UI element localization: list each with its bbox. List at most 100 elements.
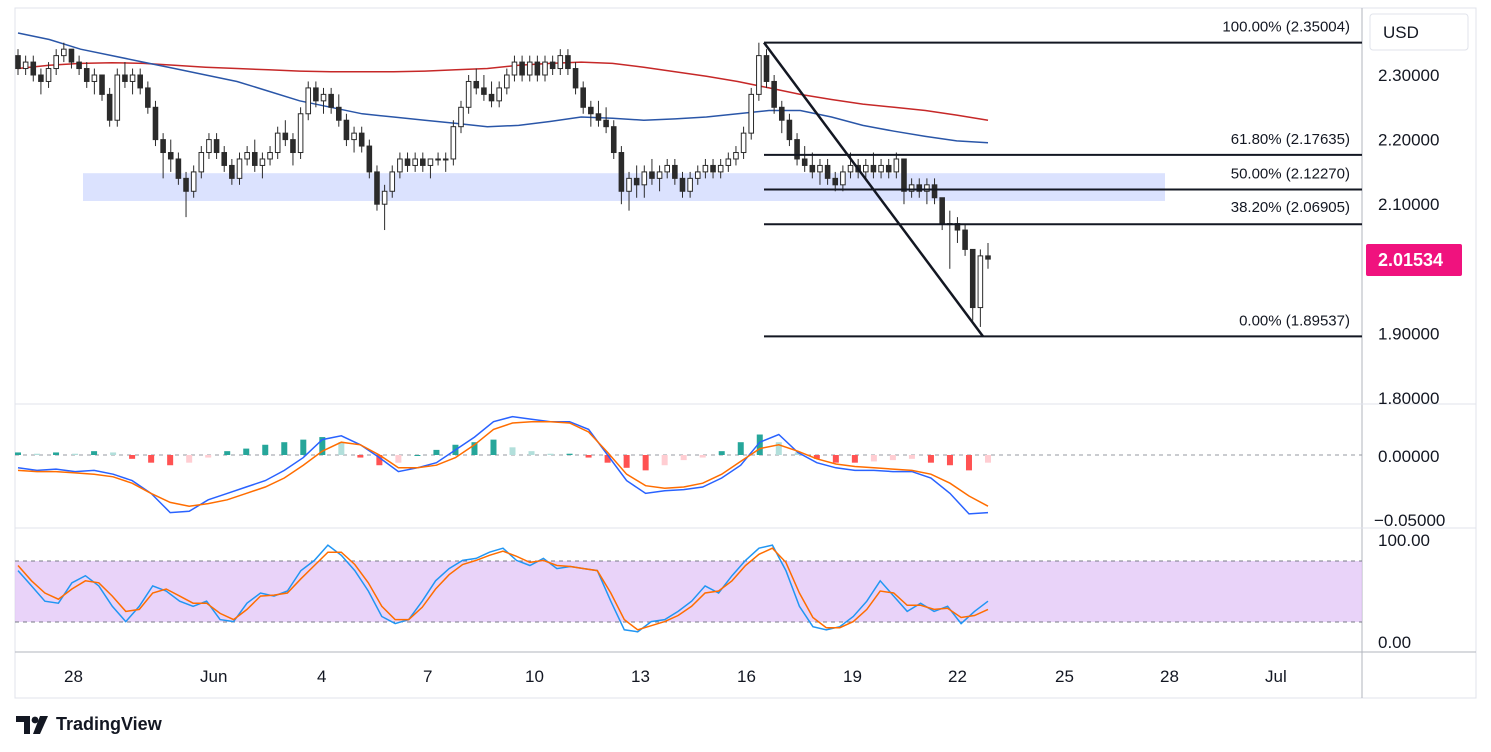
macd-histogram-bar	[813, 455, 820, 459]
candle-bear	[481, 87, 487, 95]
macd-histogram-bar	[927, 455, 934, 463]
candle-bear	[649, 171, 655, 179]
candle-bull	[740, 132, 747, 154]
candle-bear	[99, 74, 105, 95]
candle-bear	[916, 184, 923, 192]
candle-bear	[710, 164, 716, 173]
macd-line	[17, 415, 989, 515]
macd-tick: 0.00000	[1378, 447, 1439, 466]
macd-histogram-bar	[148, 455, 155, 463]
macd-histogram-bar	[908, 455, 915, 459]
fib-level-label: 50.00% (2.12270)	[1231, 166, 1350, 183]
candle-bull	[435, 158, 441, 161]
candle-bear	[549, 61, 556, 70]
candle-bull	[924, 184, 930, 192]
candle-bear	[106, 93, 113, 121]
candle-bull	[61, 48, 67, 57]
macd-tick: −0.05000	[1374, 511, 1445, 530]
macd-histogram-bar	[680, 455, 687, 461]
macd-histogram-bar	[319, 437, 326, 455]
candle-bull	[641, 171, 648, 186]
candle-bull	[725, 158, 732, 166]
stoch-k-line	[17, 544, 989, 633]
fib-level-label: 61.80% (2.17635)	[1231, 131, 1350, 148]
macd-indicator	[15, 415, 991, 515]
fibonacci-levels: 100.00% (2.35004) 61.80% (2.17635) 50.00% …	[764, 19, 1362, 338]
price-tick: 1.90000	[1378, 324, 1439, 343]
tradingview-logo-icon	[16, 715, 48, 734]
date-tick: 25	[1055, 667, 1074, 686]
candle-bull	[702, 164, 709, 173]
macd-histogram-bar	[946, 455, 953, 466]
date-tick: 13	[631, 667, 650, 686]
time-axis[interactable]: 28 Jun 4 7 10 13 16 19 22 25 28 Jul	[64, 667, 1287, 686]
candle-bear	[290, 139, 296, 154]
macd-histogram-bar	[737, 442, 744, 455]
tradingview-logo[interactable]: TradingView	[16, 714, 162, 735]
currency-box[interactable]	[1369, 13, 1469, 51]
candle-bull	[114, 74, 121, 121]
candle-bear	[404, 158, 411, 166]
price-tick: 2.20000	[1378, 131, 1439, 150]
candle-bear	[30, 61, 37, 76]
date-tick: 10	[525, 667, 544, 686]
candle-bear	[679, 177, 686, 192]
macd-histogram-bar	[395, 455, 402, 463]
candle-bear	[15, 55, 21, 70]
last-price-tag	[1366, 244, 1462, 276]
candle-bear	[534, 61, 541, 76]
candle-bull	[190, 171, 197, 192]
macd-histogram-bar	[376, 455, 383, 466]
candle-bear	[931, 184, 938, 199]
candle-bear	[588, 106, 594, 115]
candle-bull	[748, 93, 755, 134]
macd-histogram-bar	[262, 444, 269, 455]
candle-bear	[221, 152, 228, 166]
macd-histogram-bar	[585, 455, 592, 458]
candle-bull	[656, 171, 663, 179]
candle-bear	[672, 164, 678, 179]
macd-histogram-bar	[965, 455, 972, 471]
candle-bear	[901, 158, 907, 192]
price-tick: 2.30000	[1378, 66, 1439, 85]
candle-bear	[832, 177, 839, 186]
candle-bull	[381, 190, 388, 205]
macd-histogram-bar	[357, 455, 364, 458]
date-tick: 19	[843, 667, 862, 686]
candle-bear	[985, 255, 991, 260]
ma-red-line	[17, 61, 989, 121]
candle-bear	[213, 139, 220, 154]
candle-bull	[733, 152, 739, 160]
price-tick: 1.80000	[1378, 389, 1439, 408]
candle-bull	[244, 152, 250, 160]
date-tick: 28	[1160, 667, 1179, 686]
macd-histogram-bar	[661, 455, 668, 466]
candle-bear	[145, 87, 151, 108]
candle-bull	[465, 80, 472, 108]
candle-bear	[580, 87, 586, 108]
macd-histogram-bar	[72, 453, 79, 455]
candle-bear	[160, 139, 166, 154]
candle-bear	[962, 229, 968, 250]
macd-histogram-bar	[642, 455, 649, 471]
candle-bull	[504, 74, 510, 89]
candle-bear	[282, 132, 289, 141]
stoch-tick: 0.00	[1378, 633, 1411, 652]
candle-bull	[840, 171, 846, 186]
macd-histogram-bar	[300, 439, 307, 455]
candle-bear	[137, 74, 143, 89]
candle-bear	[76, 61, 82, 70]
candle-bear	[175, 158, 182, 179]
candle-bull	[45, 68, 52, 82]
fib-level-label: 38.20% (2.06905)	[1231, 199, 1350, 216]
candle-bear	[366, 145, 373, 173]
candle-bear	[167, 152, 174, 160]
stoch-band	[15, 561, 1362, 622]
macd-histogram-bar	[53, 452, 60, 455]
candle-bear	[809, 164, 816, 173]
fib-trendline[interactable]	[762, 41, 985, 338]
macd-histogram-bar	[566, 453, 573, 455]
candle-bull	[496, 87, 502, 102]
candle-bear	[778, 106, 785, 121]
